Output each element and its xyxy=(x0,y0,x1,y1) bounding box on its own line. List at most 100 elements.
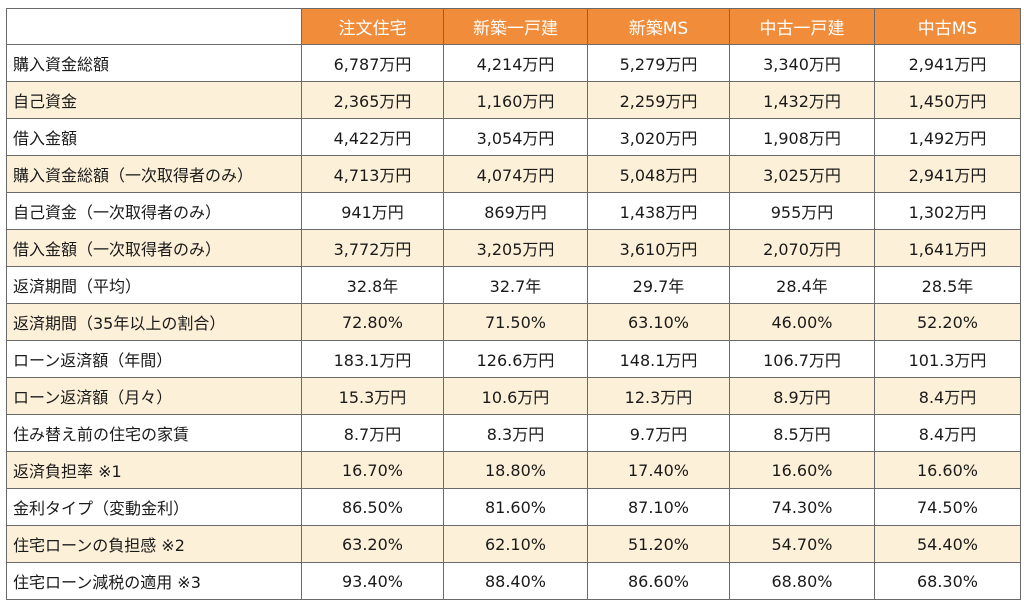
value-cell: 3,020万円 xyxy=(587,118,730,156)
header-corner-cell xyxy=(6,8,302,45)
value-cell: 1,450万円 xyxy=(874,81,1021,119)
table-header: 注文住宅 新築一戸建 新築MS 中古一戸建 中古MS xyxy=(6,8,1021,45)
value-cell: 5,279万円 xyxy=(587,44,730,82)
value-cell: 12.3万円 xyxy=(587,377,730,415)
row-label: 住宅ローン減税の適用 ※3 xyxy=(6,562,302,600)
row-label: 住宅ローンの負担感 ※2 xyxy=(6,525,302,563)
value-cell: 3,205万円 xyxy=(443,229,588,267)
table-row: 購入資金総額（一次取得者のみ） 4,713万円 4,074万円 5,048万円 3,02… xyxy=(6,155,1021,193)
value-cell: 8.3万円 xyxy=(443,414,588,452)
value-cell: 183.1万円 xyxy=(301,340,444,378)
value-cell: 29.7年 xyxy=(587,266,730,304)
value-cell: 4,422万円 xyxy=(301,118,444,156)
value-cell: 68.80% xyxy=(729,562,875,600)
value-cell: 126.6万円 xyxy=(443,340,588,378)
value-cell: 4,074万円 xyxy=(443,155,588,193)
row-label: ローン返済額（年間） xyxy=(6,340,302,378)
value-cell: 52.20% xyxy=(874,303,1021,341)
value-cell: 9.7万円 xyxy=(587,414,730,452)
value-cell: 62.10% xyxy=(443,525,588,563)
value-cell: 5,048万円 xyxy=(587,155,730,193)
value-cell: 8.5万円 xyxy=(729,414,875,452)
table-row: 返済期間（平均） 32.8年 32.7年 29.7年 28.4年 28.5年 xyxy=(6,266,1021,304)
value-cell: 1,908万円 xyxy=(729,118,875,156)
value-cell: 16.60% xyxy=(729,451,875,489)
table-body: 購入資金総額 6,787万円 4,214万円 5,279万円 3,340万円 2,941万… xyxy=(6,44,1021,600)
value-cell: 81.60% xyxy=(443,488,588,526)
value-cell: 1,641万円 xyxy=(874,229,1021,267)
value-cell: 3,340万円 xyxy=(729,44,875,82)
value-cell: 63.10% xyxy=(587,303,730,341)
value-cell: 46.00% xyxy=(729,303,875,341)
row-label: 借入金額（一次取得者のみ） xyxy=(6,229,302,267)
value-cell: 63.20% xyxy=(301,525,444,563)
value-cell: 1,302万円 xyxy=(874,192,1021,230)
value-cell: 941万円 xyxy=(301,192,444,230)
table-row: 自己資金（一次取得者のみ） 941万円 869万円 1,438万円 955万円 1,302… xyxy=(6,192,1021,230)
value-cell: 88.40% xyxy=(443,562,588,600)
value-cell: 1,160万円 xyxy=(443,81,588,119)
column-header: 新築MS xyxy=(587,8,730,45)
row-label: 返済期間（平均） xyxy=(6,266,302,304)
housing-loan-comparison-table: 注文住宅 新築一戸建 新築MS 中古一戸建 中古MS 購入資金総額 6,787万円… xyxy=(6,8,1021,600)
table-row: 返済負担率 ※1 16.70% 18.80% 17.40% 16.60% 16.60% xyxy=(6,451,1021,489)
value-cell: 71.50% xyxy=(443,303,588,341)
table-row: 返済期間（35年以上の割合） 72.80% 71.50% 63.10% 46.00% 52… xyxy=(6,303,1021,341)
row-label: ローン返済額（月々） xyxy=(6,377,302,415)
value-cell: 2,070万円 xyxy=(729,229,875,267)
value-cell: 3,772万円 xyxy=(301,229,444,267)
value-cell: 4,713万円 xyxy=(301,155,444,193)
value-cell: 8.9万円 xyxy=(729,377,875,415)
row-label: 自己資金（一次取得者のみ） xyxy=(6,192,302,230)
value-cell: 28.4年 xyxy=(729,266,875,304)
value-cell: 4,214万円 xyxy=(443,44,588,82)
header-row: 注文住宅 新築一戸建 新築MS 中古一戸建 中古MS xyxy=(6,8,1021,45)
value-cell: 3,610万円 xyxy=(587,229,730,267)
column-header: 中古一戸建 xyxy=(729,8,875,45)
value-cell: 8.7万円 xyxy=(301,414,444,452)
table-row: 購入資金総額 6,787万円 4,214万円 5,279万円 3,340万円 2,941万… xyxy=(6,44,1021,82)
table-row: ローン返済額（月々） 15.3万円 10.6万円 12.3万円 8.9万円 8.4万円 xyxy=(6,377,1021,415)
value-cell: 16.70% xyxy=(301,451,444,489)
value-cell: 2,941万円 xyxy=(874,44,1021,82)
value-cell: 17.40% xyxy=(587,451,730,489)
value-cell: 148.1万円 xyxy=(587,340,730,378)
value-cell: 6,787万円 xyxy=(301,44,444,82)
column-header: 中古MS xyxy=(874,8,1021,45)
value-cell: 51.20% xyxy=(587,525,730,563)
value-cell: 86.60% xyxy=(587,562,730,600)
row-label: 購入資金総額 xyxy=(6,44,302,82)
row-label: 自己資金 xyxy=(6,81,302,119)
value-cell: 54.70% xyxy=(729,525,875,563)
value-cell: 1,432万円 xyxy=(729,81,875,119)
value-cell: 32.7年 xyxy=(443,266,588,304)
value-cell: 2,365万円 xyxy=(301,81,444,119)
table-row: 住宅ローンの負担感 ※2 63.20% 62.10% 51.20% 54.70% 54.4… xyxy=(6,525,1021,563)
value-cell: 3,025万円 xyxy=(729,155,875,193)
table-row: 借入金額（一次取得者のみ） 3,772万円 3,205万円 3,610万円 2,070万… xyxy=(6,229,1021,267)
row-label: 返済負担率 ※1 xyxy=(6,451,302,489)
value-cell: 28.5年 xyxy=(874,266,1021,304)
value-cell: 8.4万円 xyxy=(874,414,1021,452)
column-header: 注文住宅 xyxy=(301,8,444,45)
value-cell: 2,259万円 xyxy=(587,81,730,119)
value-cell: 74.30% xyxy=(729,488,875,526)
row-label: 購入資金総額（一次取得者のみ） xyxy=(6,155,302,193)
value-cell: 74.50% xyxy=(874,488,1021,526)
table-row: 金利タイプ（変動金利） 86.50% 81.60% 87.10% 74.30% 74.50… xyxy=(6,488,1021,526)
value-cell: 8.4万円 xyxy=(874,377,1021,415)
value-cell: 2,941万円 xyxy=(874,155,1021,193)
value-cell: 87.10% xyxy=(587,488,730,526)
value-cell: 955万円 xyxy=(729,192,875,230)
value-cell: 86.50% xyxy=(301,488,444,526)
table-row: 自己資金 2,365万円 1,160万円 2,259万円 1,432万円 1,450万円 xyxy=(6,81,1021,119)
row-label: 借入金額 xyxy=(6,118,302,156)
value-cell: 869万円 xyxy=(443,192,588,230)
value-cell: 18.80% xyxy=(443,451,588,489)
value-cell: 32.8年 xyxy=(301,266,444,304)
value-cell: 10.6万円 xyxy=(443,377,588,415)
value-cell: 72.80% xyxy=(301,303,444,341)
row-label: 住み替え前の住宅の家賃 xyxy=(6,414,302,452)
value-cell: 54.40% xyxy=(874,525,1021,563)
value-cell: 1,438万円 xyxy=(587,192,730,230)
